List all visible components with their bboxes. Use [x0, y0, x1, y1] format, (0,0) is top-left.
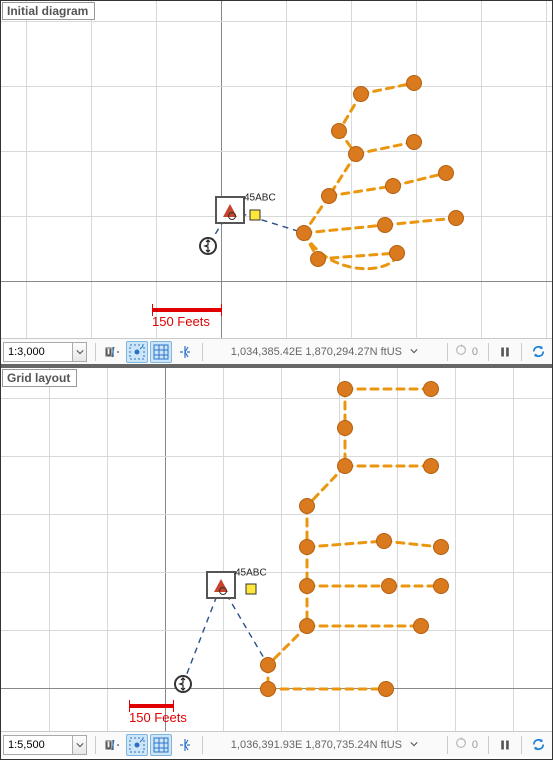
coord-dropdown-icon[interactable]	[409, 739, 419, 749]
tool-grid-button[interactable]	[150, 734, 172, 756]
tool-measure-button[interactable]	[102, 341, 124, 363]
network-node[interactable]	[413, 618, 429, 634]
network-node[interactable]	[433, 539, 449, 555]
pane-gridlayout: Grid layout 45ABC 150 Feets 1,036,391.93E…	[1, 368, 552, 757]
facility-label: 45ABC	[235, 568, 267, 579]
pane-title: Grid layout	[2, 369, 77, 387]
status-bar: 1,034,385.42E 1,870,294.27N ftUS 0	[1, 338, 552, 364]
tool-grid-button[interactable]	[150, 341, 172, 363]
canvas-initial[interactable]: Initial diagram 45ABC 150 Feets	[1, 1, 552, 338]
map-scale-input[interactable]	[3, 735, 73, 755]
tool-snap-button[interactable]	[126, 734, 148, 756]
tool-measure-button[interactable]	[102, 734, 124, 756]
network-node[interactable]	[299, 539, 315, 555]
network-node[interactable]	[299, 618, 315, 634]
scale-bar: 150 Feets	[152, 308, 222, 329]
network-node[interactable]	[260, 681, 276, 697]
pause-drawing-button[interactable]	[495, 342, 515, 362]
scale-bar-label: 150 Feets	[129, 710, 187, 725]
network-node[interactable]	[423, 458, 439, 474]
canvas-gridlayout[interactable]: Grid layout 45ABC 150 Feets	[1, 368, 552, 731]
network-node[interactable]	[337, 458, 353, 474]
network-node[interactable]	[299, 498, 315, 514]
rotation-value: 0	[472, 346, 478, 358]
tool-extent-button[interactable]	[174, 734, 196, 756]
network-node[interactable]	[296, 225, 312, 241]
pause-drawing-button[interactable]	[495, 735, 515, 755]
network-node[interactable]	[299, 578, 315, 594]
network-node[interactable]	[331, 123, 347, 139]
network-node[interactable]	[377, 217, 393, 233]
map-scale-dropdown-icon[interactable]	[73, 735, 87, 755]
tool-extent-button[interactable]	[174, 341, 196, 363]
network-node[interactable]	[337, 381, 353, 397]
coordinate-readout[interactable]: 1,036,391.93E 1,870,735.24N ftUS	[209, 739, 441, 751]
network-node[interactable]	[389, 245, 405, 261]
status-bar: 1,036,391.93E 1,870,735.24N ftUS 0	[1, 731, 552, 757]
map-scale-dropdown-icon[interactable]	[73, 342, 87, 362]
network-node[interactable]	[376, 533, 392, 549]
junction-marker[interactable]	[246, 584, 257, 595]
junction-marker[interactable]	[250, 210, 261, 221]
tool-snap-button[interactable]	[126, 341, 148, 363]
network-node[interactable]	[321, 188, 337, 204]
map-scale-input[interactable]	[3, 342, 73, 362]
network-node[interactable]	[448, 210, 464, 226]
pane-title: Initial diagram	[2, 2, 95, 20]
pane-initial: Initial diagram 45ABC 150 Feets 1,034,385…	[1, 1, 552, 368]
network-node[interactable]	[381, 578, 397, 594]
rotation-icon[interactable]	[454, 343, 468, 360]
network-node[interactable]	[353, 86, 369, 102]
network-node[interactable]	[385, 178, 401, 194]
coord-dropdown-icon[interactable]	[409, 346, 419, 356]
rotation-value: 0	[472, 739, 478, 751]
refresh-button[interactable]	[528, 342, 548, 362]
map-scale-selector[interactable]	[1, 732, 89, 757]
network-node[interactable]	[348, 146, 364, 162]
map-scale-selector[interactable]	[1, 339, 89, 364]
power-source-icon[interactable]	[199, 237, 217, 255]
network-node[interactable]	[423, 381, 439, 397]
network-node[interactable]	[406, 75, 422, 91]
source-facility-icon[interactable]	[215, 196, 245, 224]
power-source-icon[interactable]	[174, 675, 192, 693]
source-facility-icon[interactable]	[206, 571, 236, 599]
refresh-button[interactable]	[528, 735, 548, 755]
network-node[interactable]	[337, 420, 353, 436]
network-node[interactable]	[260, 657, 276, 673]
network-node[interactable]	[433, 578, 449, 594]
facility-label: 45ABC	[244, 193, 276, 204]
scale-bar-label: 150 Feets	[152, 314, 222, 329]
coordinate-readout[interactable]: 1,034,385.42E 1,870,294.27N ftUS	[209, 346, 441, 358]
network-node[interactable]	[378, 681, 394, 697]
network-node[interactable]	[406, 134, 422, 150]
network-node[interactable]	[310, 251, 326, 267]
network-node[interactable]	[438, 165, 454, 181]
scale-bar: 150 Feets	[129, 704, 187, 725]
rotation-icon[interactable]	[454, 736, 468, 753]
